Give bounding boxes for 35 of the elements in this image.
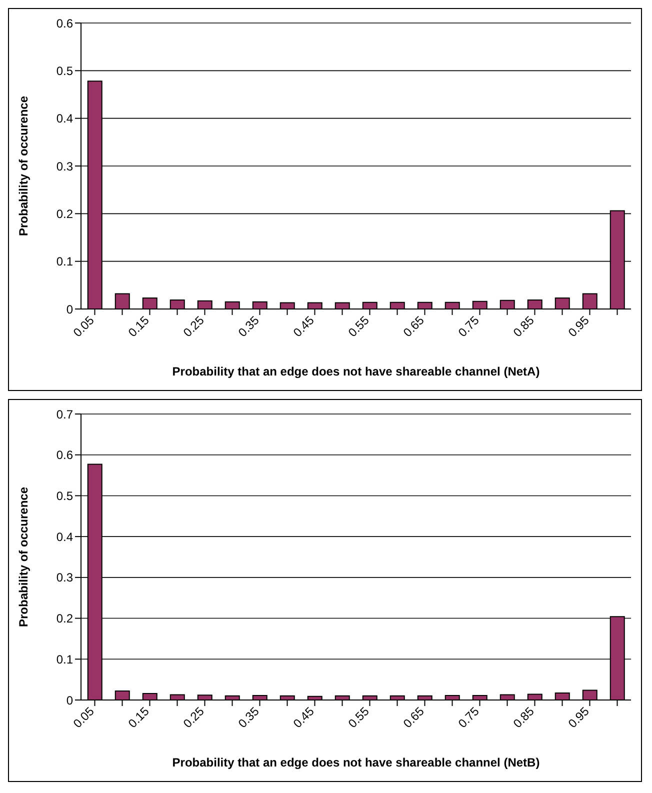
y-tick-label: 0.5 (56, 64, 74, 78)
x-tick-label: 0.95 (565, 312, 592, 340)
x-tick-label: 0.95 (565, 704, 592, 731)
x-tick-label: 0.15 (125, 312, 152, 340)
x-tick-label: 0.25 (180, 312, 208, 340)
x-tick-label: 0.35 (235, 704, 262, 731)
y-tick-label: 0.3 (56, 570, 74, 585)
y-tick-label: 0.7 (56, 407, 74, 422)
x-tick-label: 0.85 (510, 312, 538, 340)
x-tick-label: 0.55 (345, 704, 372, 731)
y-tick-label: 0.4 (56, 112, 74, 126)
x-tick-label: 0.45 (290, 312, 318, 340)
x-tick-label: 0.75 (455, 704, 482, 731)
x-tick-label: 0.85 (510, 704, 538, 731)
y-tick-label: 0.1 (56, 652, 74, 666)
y-tick-label: 0.2 (56, 612, 74, 626)
x-tick-label: 0.25 (180, 704, 208, 731)
y-tick-label: 0.4 (56, 530, 74, 544)
y-axis-title: Probability of occurence (16, 96, 30, 236)
y-tick-label: 0.1 (56, 254, 74, 269)
x-axis-title: Probability that an edge does not have shareable channel (NetA) (172, 364, 540, 379)
x-tick-label: 0.35 (235, 312, 262, 340)
x-tick-label: 0.55 (345, 312, 372, 340)
y-tick-label: 0.3 (56, 159, 74, 174)
y-axis-title: Probability of occurence (16, 486, 30, 628)
x-tick-label: 0.15 (125, 704, 152, 731)
y-tick-label: 0.6 (56, 16, 74, 30)
x-tick-label: 0.65 (400, 312, 428, 340)
x-tick-label: 0.45 (290, 704, 318, 731)
x-axis-title: Probability that an edge does not have shareable channel (NetB) (172, 756, 540, 770)
y-tick-label: 0.5 (56, 488, 74, 503)
x-tick-label: 0.75 (455, 312, 482, 340)
x-tick-label: 0.65 (400, 704, 428, 731)
y-tick-label: 0.6 (56, 448, 74, 462)
y-tick-label: 0.2 (56, 206, 74, 221)
